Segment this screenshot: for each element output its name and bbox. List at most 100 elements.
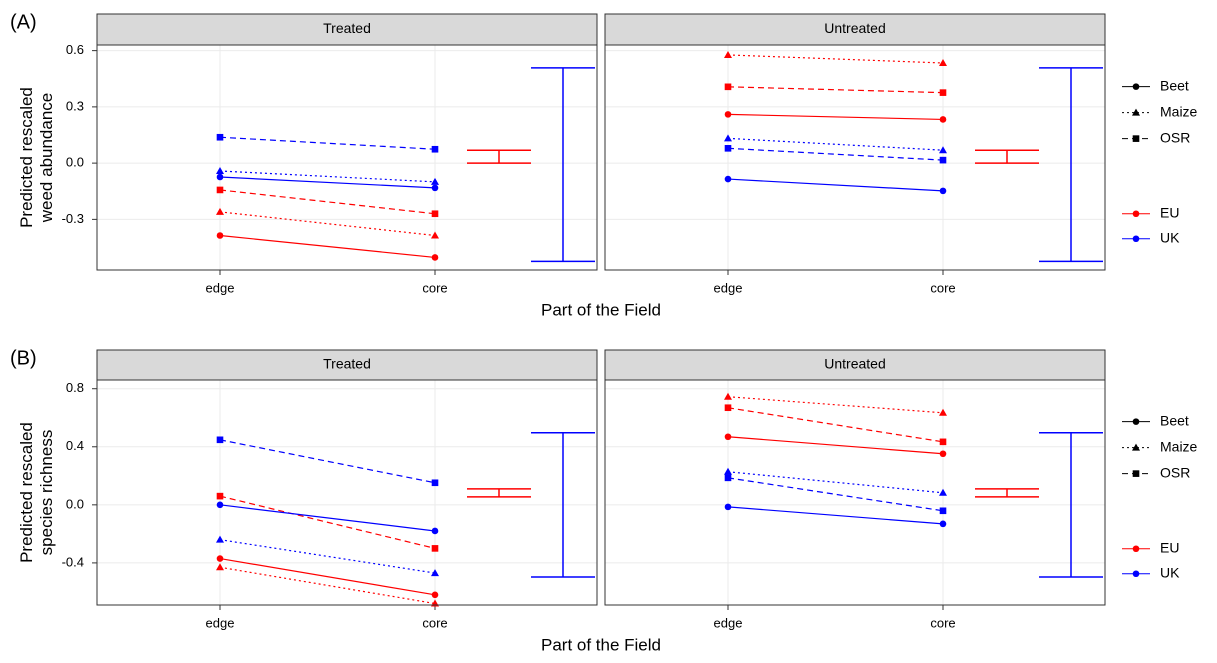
point	[431, 210, 439, 218]
point	[939, 507, 947, 515]
series-line	[219, 566, 436, 605]
x-tick-label: edge	[714, 280, 743, 295]
facet-title: Treated	[323, 20, 371, 36]
panel-border	[604, 379, 1106, 606]
legend-label: Maize	[1160, 438, 1198, 454]
legend-marker	[1132, 570, 1140, 578]
series-line	[727, 436, 944, 455]
legend-marker	[1132, 545, 1140, 553]
x-tick-label: core	[422, 615, 447, 630]
panel	[97, 45, 597, 270]
legend-label: EU	[1160, 539, 1179, 555]
point	[216, 436, 224, 444]
point	[216, 133, 224, 141]
point	[939, 146, 947, 154]
x-tick-label: edge	[206, 615, 235, 630]
point	[724, 134, 732, 142]
point	[431, 569, 439, 577]
point	[724, 467, 732, 475]
legend-marker	[1132, 135, 1140, 142]
y-axis-label: Predicted rescaledspecies richness	[17, 422, 56, 563]
point	[724, 111, 732, 118]
series-line	[219, 170, 436, 183]
series-line	[219, 495, 436, 549]
point	[939, 450, 947, 458]
series-line	[727, 178, 944, 192]
legend-label: UK	[1160, 564, 1180, 580]
y-tick-label: 0.0	[66, 155, 84, 170]
point	[724, 404, 732, 412]
strip	[96, 13, 598, 46]
legend-label: EU	[1160, 204, 1179, 220]
legend-marker	[1132, 210, 1140, 218]
y-tick-label: 0.3	[66, 98, 84, 113]
point	[724, 83, 732, 91]
point	[939, 59, 947, 66]
point	[431, 479, 439, 487]
panel-border	[96, 379, 598, 606]
point	[216, 563, 224, 571]
point	[431, 145, 439, 153]
facet-title: Treated	[323, 356, 371, 372]
point	[431, 545, 439, 552]
point	[216, 186, 224, 194]
point	[431, 184, 439, 192]
point	[431, 231, 439, 239]
legend-marker	[1132, 83, 1140, 90]
point	[216, 501, 224, 509]
strip	[96, 349, 598, 381]
point	[216, 207, 224, 215]
x-tick-label: core	[422, 280, 447, 295]
series-line	[727, 471, 944, 494]
point	[724, 433, 732, 441]
point	[431, 527, 439, 535]
y-axis-label-line: Predicted rescaled	[17, 422, 36, 563]
panel	[97, 380, 597, 605]
y-tick-label: 0.6	[66, 42, 84, 57]
point	[939, 438, 947, 446]
point	[939, 187, 947, 195]
point	[431, 254, 439, 261]
x-tick-label: edge	[714, 615, 743, 630]
y-tick-label: 0.4	[66, 438, 84, 453]
series-line	[219, 189, 436, 215]
y-tick-label: 0.8	[66, 380, 84, 395]
point	[939, 116, 947, 123]
facet-title: Untreated	[824, 20, 885, 36]
point	[724, 50, 732, 58]
x-tick-label: edge	[206, 280, 235, 295]
y-tick-label: -0.3	[62, 211, 84, 226]
y-axis-label-line: species richness	[37, 430, 56, 556]
series-line	[727, 86, 944, 94]
series-line	[727, 477, 944, 512]
legend-label: OSR	[1160, 464, 1190, 480]
y-tick-label: -0.4	[62, 554, 84, 569]
point	[939, 488, 947, 496]
legend-label: Beet	[1160, 412, 1189, 428]
legend-label: Maize	[1160, 103, 1198, 119]
x-axis-label: Part of the Field	[541, 300, 661, 319]
series-line	[219, 136, 436, 150]
x-tick-label: core	[930, 615, 955, 630]
strip	[604, 349, 1106, 381]
panel-border	[604, 44, 1106, 271]
point	[431, 177, 439, 185]
series-line	[727, 407, 944, 443]
panel-border	[96, 44, 598, 271]
series-line	[727, 506, 944, 525]
series-line	[219, 176, 436, 189]
series-line	[219, 234, 436, 259]
y-axis-label-line: Predicted rescaled	[17, 87, 36, 228]
point	[216, 173, 224, 181]
panel-label: (A)	[10, 11, 37, 33]
series-line	[727, 396, 944, 414]
point	[939, 520, 947, 528]
point	[724, 175, 732, 183]
point	[216, 232, 224, 239]
point	[939, 89, 947, 96]
series-line	[727, 54, 944, 64]
series-line	[727, 147, 944, 161]
panel	[605, 380, 1105, 605]
series-line	[727, 137, 944, 151]
